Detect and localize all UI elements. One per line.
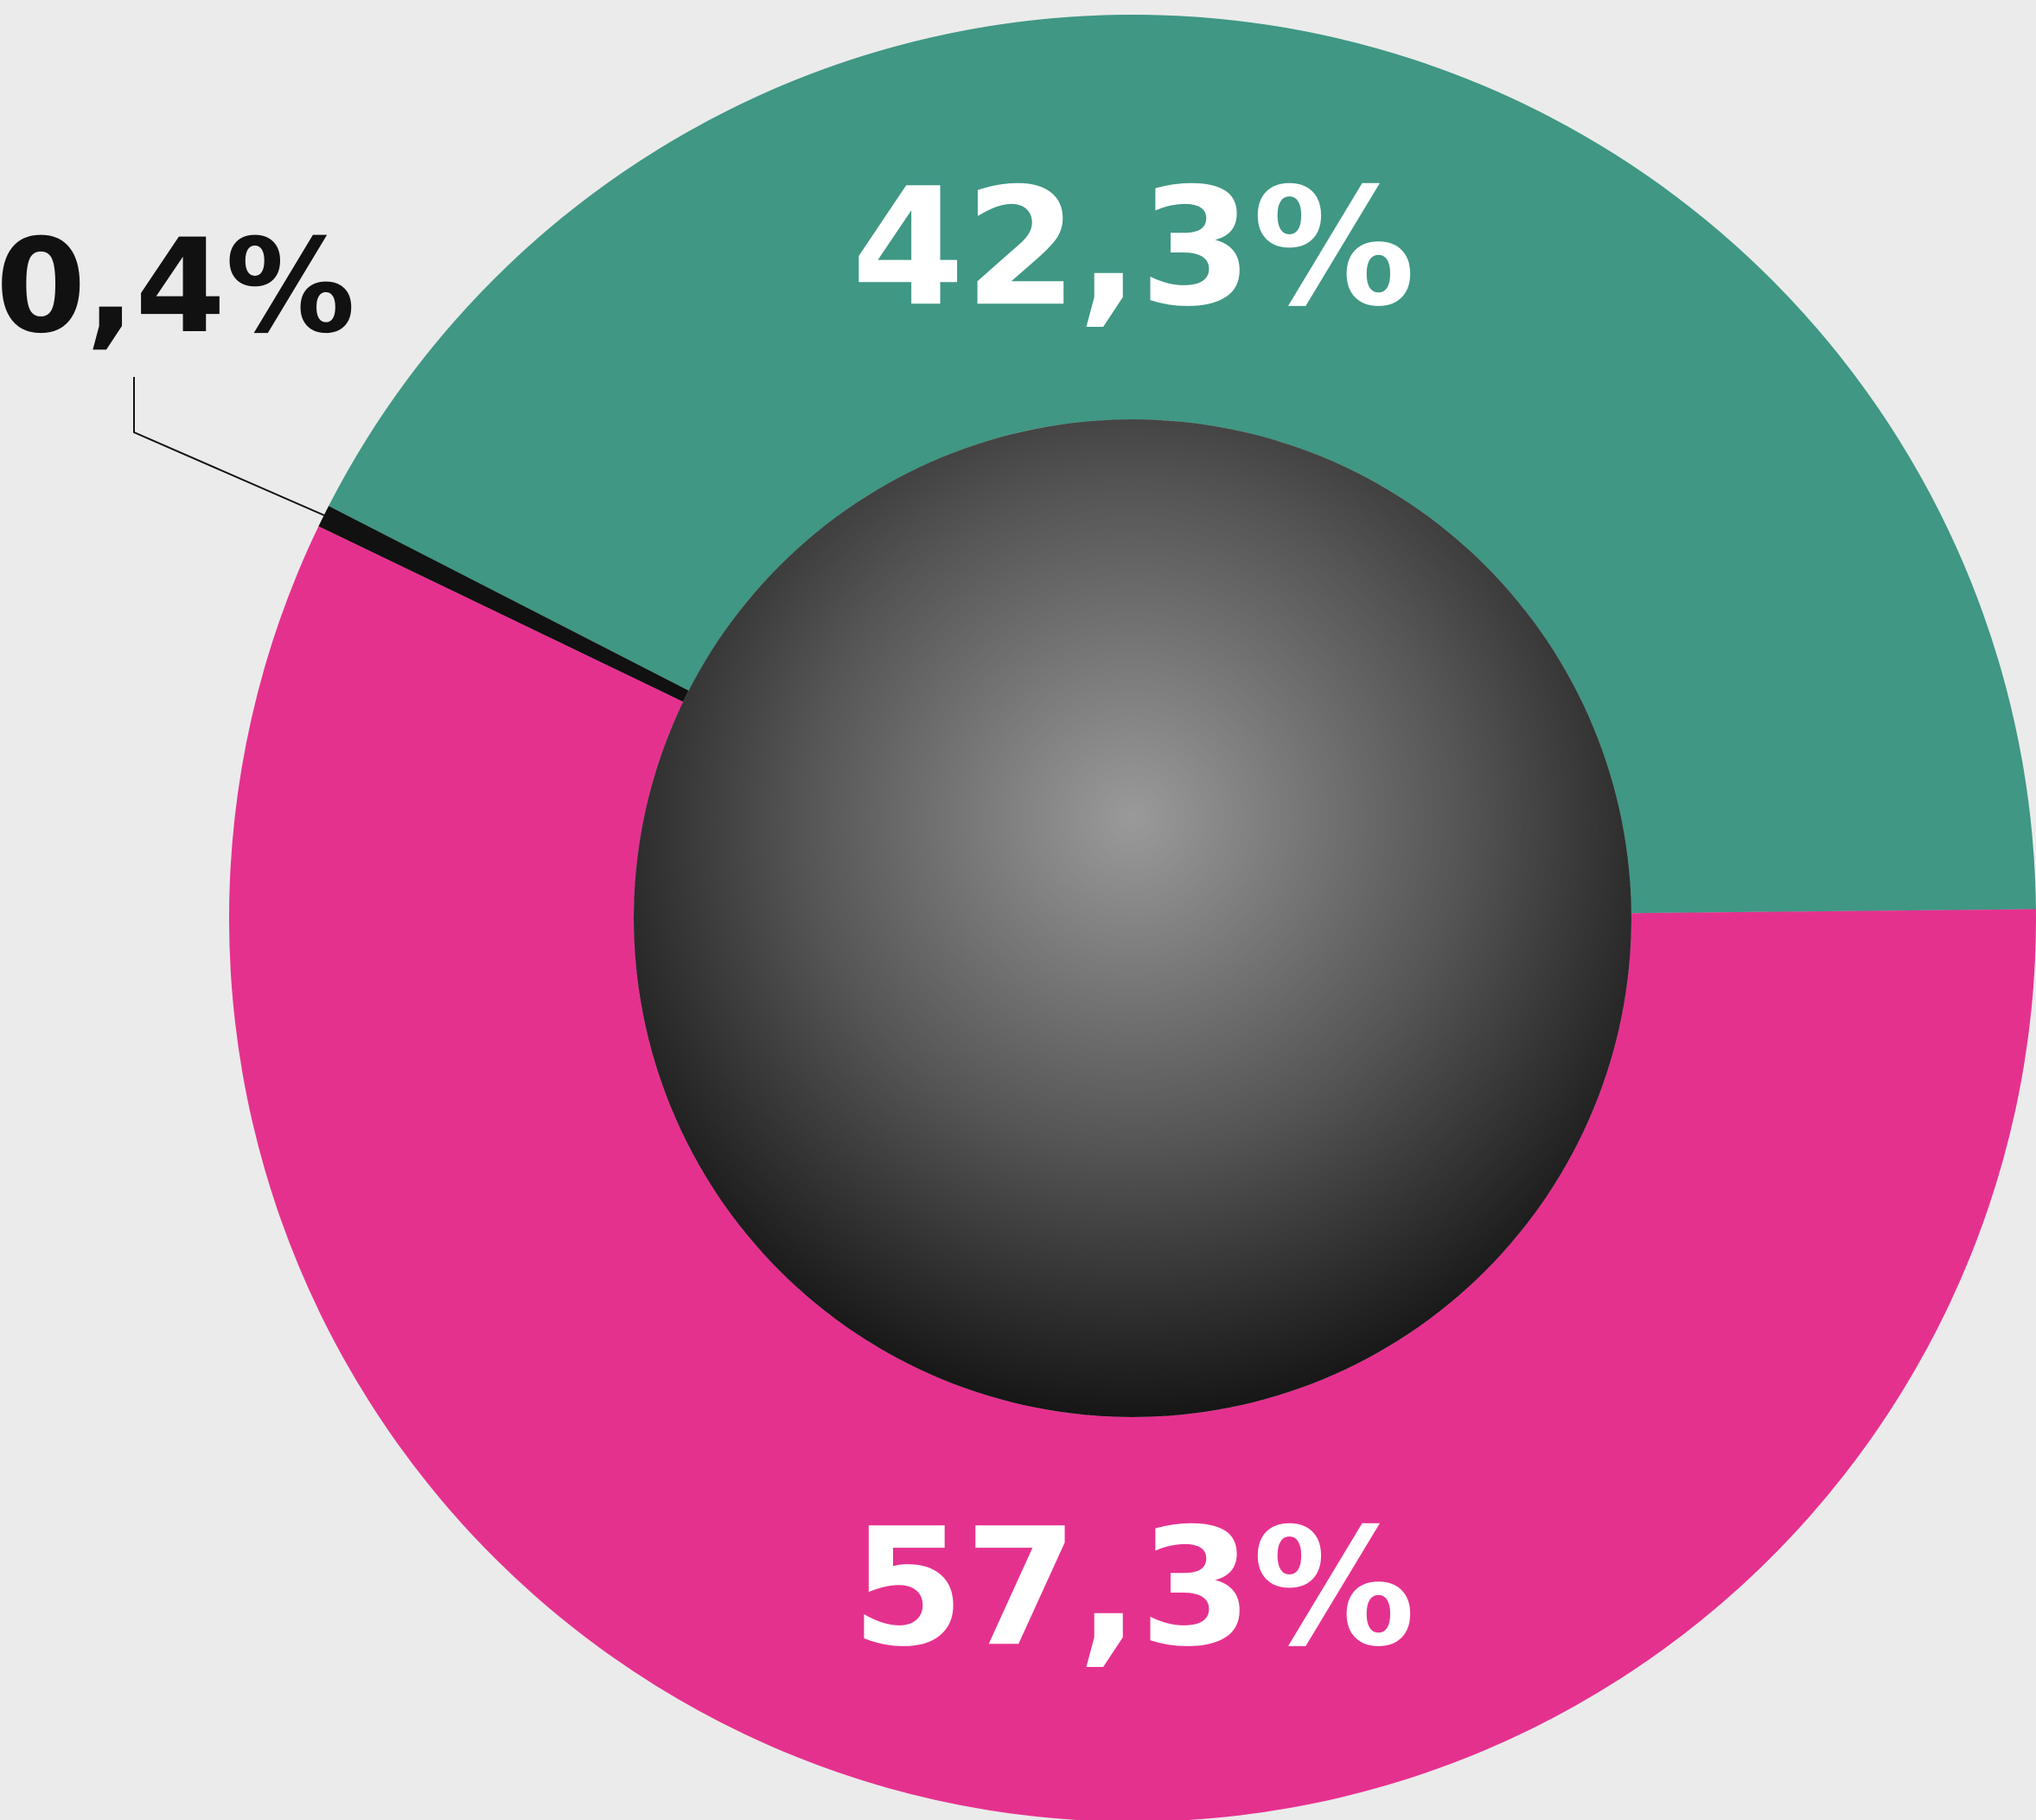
slice [229,526,2036,1820]
value-label: 57,3% [852,1493,1415,1683]
leader-line [133,377,325,516]
labels: 42,3% 0,4% 57,3% [0,153,1415,1683]
value-label: 0,4% [0,212,355,362]
center-photo [634,419,1631,1417]
value-label: 42,3% [852,153,1415,342]
slice [318,506,689,702]
slice [329,14,2036,914]
slices [229,14,2036,1820]
